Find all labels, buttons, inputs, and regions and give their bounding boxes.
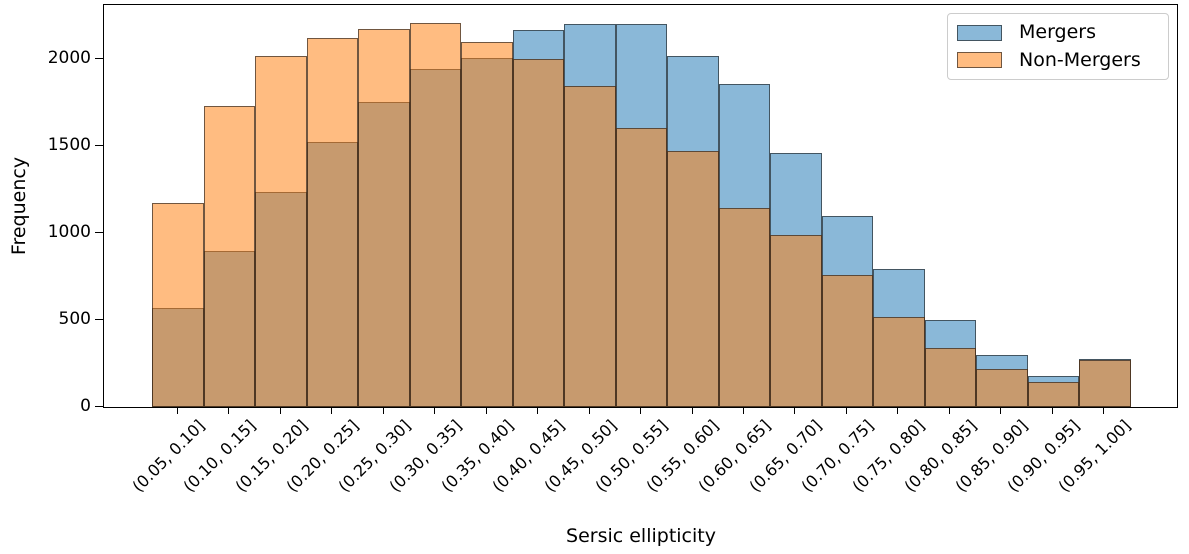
- x-tick-mark: [948, 407, 950, 414]
- histogram-bin: [306, 5, 359, 407]
- bar-non-mergers: [564, 85, 616, 407]
- x-tick-mark: [691, 407, 693, 414]
- legend-row: Non-Mergers: [957, 50, 1168, 71]
- histogram-bin: [770, 5, 822, 407]
- histogram-bin: [409, 5, 462, 407]
- bar-non-mergers: [409, 23, 462, 407]
- x-tick-mark: [434, 407, 436, 414]
- x-tick-mark: [845, 407, 847, 414]
- y-tick-mark: [94, 58, 103, 60]
- bar-non-mergers: [152, 203, 204, 407]
- histogram-bin: [152, 5, 204, 407]
- bar-non-mergers: [873, 317, 925, 407]
- histogram-bin: [718, 5, 771, 407]
- histogram-bin: [615, 5, 668, 407]
- histogram-bin: [873, 5, 925, 407]
- histogram-bin: [1079, 5, 1131, 407]
- bar-non-mergers: [203, 105, 256, 407]
- bar-non-mergers: [1027, 381, 1080, 407]
- histogram-bin: [976, 5, 1028, 407]
- y-tick-mark: [94, 406, 103, 408]
- x-tick-mark: [228, 407, 230, 414]
- bars-layer: [152, 5, 1131, 407]
- histogram-bin: [564, 5, 616, 407]
- bar-non-mergers: [718, 207, 771, 407]
- histogram-bin: [1027, 5, 1080, 407]
- legend-swatch-mergers: [957, 24, 1002, 41]
- bar-non-mergers: [924, 347, 977, 407]
- bar-non-mergers: [358, 29, 410, 407]
- x-tick-mark: [279, 407, 281, 414]
- y-tick-label: 1000: [47, 222, 91, 243]
- bar-non-mergers: [667, 151, 719, 407]
- y-axis-label: Frequency: [8, 156, 30, 256]
- histogram-bin: [924, 5, 977, 407]
- histogram-bin: [203, 5, 256, 407]
- y-tick-label: 1500: [47, 135, 91, 156]
- y-tick-label: 0: [80, 396, 91, 417]
- y-tick-mark: [94, 319, 103, 321]
- legend-label: Mergers: [1019, 21, 1097, 44]
- histogram-bin: [255, 5, 307, 407]
- y-tick-mark: [94, 145, 103, 147]
- histogram-bin: [667, 5, 719, 407]
- bar-non-mergers: [461, 41, 513, 407]
- bar-non-mergers: [976, 368, 1028, 407]
- x-tick-mark: [1051, 407, 1053, 414]
- x-tick-mark: [897, 407, 899, 414]
- histogram-bin: [358, 5, 410, 407]
- x-tick-mark: [331, 407, 333, 414]
- histogram-bin: [461, 5, 513, 407]
- bar-non-mergers: [255, 56, 307, 407]
- x-tick-mark: [743, 407, 745, 414]
- bar-non-mergers: [821, 274, 874, 407]
- x-tick-mark: [794, 407, 796, 414]
- bar-non-mergers: [1079, 359, 1131, 407]
- bar-non-mergers: [512, 58, 565, 407]
- y-tick-label: 2000: [47, 48, 91, 69]
- x-tick-mark: [485, 407, 487, 414]
- legend-row: Mergers: [957, 22, 1168, 43]
- y-tick-mark: [94, 232, 103, 234]
- histogram-bin: [512, 5, 565, 407]
- x-tick-mark: [382, 407, 384, 414]
- legend: Mergers Non-Mergers: [947, 13, 1169, 80]
- x-axis-label: Sersic ellipticity: [566, 525, 716, 547]
- bar-non-mergers: [306, 38, 359, 407]
- legend-label: Non-Mergers: [1019, 49, 1141, 71]
- y-tick-label: 500: [58, 309, 91, 330]
- x-tick-mark: [1000, 407, 1002, 414]
- x-tick-mark: [537, 407, 539, 414]
- legend-swatch-non-mergers: [957, 52, 1002, 69]
- bar-non-mergers: [770, 234, 822, 407]
- x-tick-mark: [588, 407, 590, 414]
- x-tick-mark: [640, 407, 642, 414]
- x-tick-mark: [1103, 407, 1105, 414]
- histogram-bin: [821, 5, 874, 407]
- bar-non-mergers: [615, 127, 668, 407]
- x-tick-mark: [176, 407, 178, 414]
